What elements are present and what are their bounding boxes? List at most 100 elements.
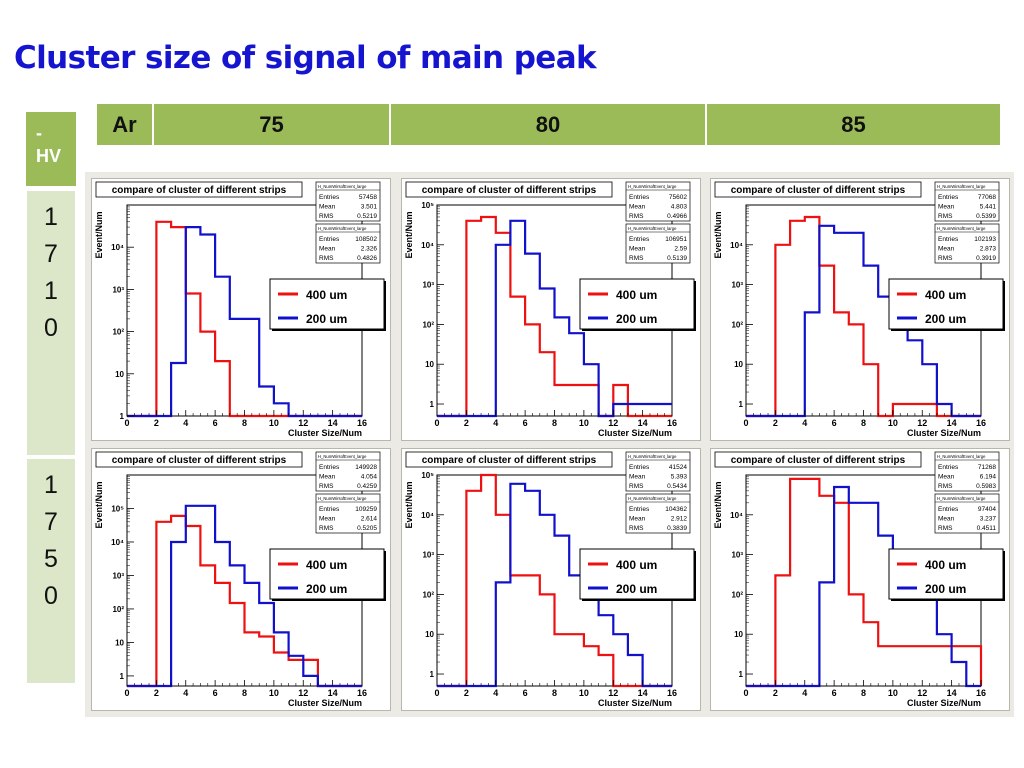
histogram-svg: 0 2 4 6 8 10 12 14 16 1 10 10² 10³ 10⁴ Cluster Size/Nu…	[94, 181, 386, 438]
stats-box: H_NumWirsofEvent_large Entries 77068 Mean 5.…	[934, 181, 1000, 222]
legend-frame	[888, 278, 1004, 330]
y-axis-title: Event/Num	[404, 211, 414, 258]
stats-value-rms: 0.5139	[667, 255, 687, 262]
stats-name: H_NumWirsofEvent_large	[937, 454, 986, 459]
title-box	[95, 181, 303, 198]
stats-box: H_NumWirsofEvent_large Entries 109259 Mean 2…	[315, 493, 381, 534]
stats-label-rms: RMS	[629, 255, 644, 262]
legend: 400 um 200 um	[888, 548, 1005, 601]
stats-label-mean: Mean	[938, 474, 955, 481]
x-tick-label: 10	[579, 688, 589, 698]
x-tick-label: 2	[464, 418, 469, 428]
x-tick-label: 4	[493, 688, 498, 698]
x-tick-label: 10	[888, 418, 898, 428]
y-tick-label: 10⁴	[111, 538, 124, 547]
x-tick-label: 4	[183, 688, 188, 698]
legend-label: 400 um	[616, 288, 657, 302]
stats-label-mean: Mean	[629, 516, 646, 523]
y-axis-title: Event/Num	[94, 481, 104, 528]
series-400-um	[437, 473, 672, 688]
stats-box: H_NumWirsofEvent_large Entries 41524 Mean 5.…	[625, 451, 691, 492]
legend-label: 200 um	[616, 582, 657, 596]
stats-box-frame	[625, 181, 691, 222]
stats-label-rms: RMS	[319, 213, 334, 220]
stats-value-rms: 0.5219	[357, 213, 377, 220]
stats-value-rms: 0.5983	[976, 483, 996, 490]
hv-header-cell: - HV	[26, 112, 76, 186]
stats-value-entries: 109259	[355, 506, 377, 513]
legend: 400 um 200 um	[579, 278, 696, 331]
x-tick-label: 12	[608, 418, 618, 428]
stats-name: H_NumWirsofEvent_large	[937, 226, 986, 231]
series-400-um	[127, 220, 362, 418]
x-tick-label: 2	[773, 418, 778, 428]
stats-value-entries: 104362	[665, 506, 687, 513]
x-tick-label: 6	[213, 688, 218, 698]
x-axis-title: Cluster Size/Num	[288, 428, 362, 438]
stats-box: H_NumWirsofEvent_large Entries 108502 Mean 2…	[315, 223, 381, 264]
x-tick-label: 8	[242, 688, 247, 698]
stats-name: H_NumWirsofEvent_large	[318, 226, 367, 231]
x-tick-label: 4	[802, 418, 807, 428]
series-200-um	[127, 226, 362, 418]
hv-row-label-1710: 1 7 1 0	[26, 190, 76, 456]
stats-box: H_NumWirsofEvent_large Entries 149928 Mean 4…	[315, 451, 381, 492]
legend-frame	[269, 278, 385, 330]
stats-box: H_NumWirsofEvent_large Entries 71268 Mean 6.…	[934, 451, 1000, 492]
stats-value-mean: 6.194	[980, 474, 997, 481]
stats-name: H_NumWirsofEvent_large	[628, 496, 677, 501]
x-tick-label: 4	[183, 418, 188, 428]
stats-value-mean: 5.393	[671, 474, 688, 481]
x-tick-label: 10	[269, 688, 279, 698]
column-header-85: 85	[706, 103, 1001, 146]
series-200-um	[437, 219, 672, 418]
x-tick-label: 4	[493, 418, 498, 428]
series-200-um	[437, 482, 672, 688]
x-tick-label: 6	[832, 688, 837, 698]
stats-box-frame	[625, 451, 691, 492]
stats-label-mean: Mean	[938, 246, 955, 253]
stats-box: H_NumWirsofEvent_large Entries 102193 Mean 2…	[934, 223, 1000, 264]
stats-value-entries: 106951	[665, 236, 687, 243]
legend-label: 400 um	[306, 288, 347, 302]
title-box	[714, 451, 922, 468]
y-tick-label: 10	[115, 638, 124, 647]
x-tick-label: 10	[579, 418, 589, 428]
x-tick-label: 8	[861, 418, 866, 428]
x-tick-label: 6	[523, 688, 528, 698]
plot-1750-75: 0 2 4 6 8 10 12 14 16 1 10 10² 10³ 10⁴ 10⁵ Cluster Size…	[91, 448, 391, 711]
chart-title: compare of cluster of different strips	[422, 185, 597, 196]
series-200-um	[746, 224, 981, 418]
legend-label: 200 um	[925, 312, 966, 326]
series-400-um	[437, 215, 672, 418]
stats-value-entries: 41524	[669, 464, 687, 471]
x-tick-label: 16	[667, 418, 677, 428]
y-tick-label: 10²	[422, 320, 434, 329]
stats-value-rms: 0.3919	[976, 255, 996, 262]
stats-value-mean: 2.614	[361, 516, 378, 523]
stats-box-frame	[315, 493, 381, 534]
ar-header-cell: Ar	[96, 103, 153, 146]
stats-label-entries: Entries	[938, 194, 959, 201]
stats-label-entries: Entries	[629, 194, 650, 201]
x-axis-title: Cluster Size/Num	[907, 428, 981, 438]
legend-label: 200 um	[616, 312, 657, 326]
x-tick-label: 12	[298, 418, 308, 428]
x-tick-label: 0	[124, 688, 129, 698]
x-tick-label: 2	[773, 688, 778, 698]
x-tick-label: 16	[667, 688, 677, 698]
x-tick-label: 14	[328, 688, 338, 698]
y-tick-label: 10	[734, 360, 743, 369]
stats-box: H_NumWirsofEvent_large Entries 97404 Mean 3.…	[934, 493, 1000, 534]
histogram-svg: 0 2 4 6 8 10 12 14 16 1 10 10² 10³ 10⁴ 10⁵ Cluster Size…	[94, 451, 386, 708]
legend: 400 um 200 um	[888, 278, 1005, 331]
y-tick-label: 1	[430, 670, 435, 679]
stats-value-entries: 149928	[355, 464, 377, 471]
stats-value-mean: 2.59	[674, 246, 687, 253]
x-tick-label: 14	[638, 418, 648, 428]
stats-value-mean: 2.873	[980, 246, 997, 253]
stats-label-rms: RMS	[938, 255, 953, 262]
legend-frame	[888, 548, 1004, 600]
stats-label-rms: RMS	[938, 525, 953, 532]
stats-box: H_NumWirsofEvent_large Entries 57458 Mean 3.…	[315, 181, 381, 222]
